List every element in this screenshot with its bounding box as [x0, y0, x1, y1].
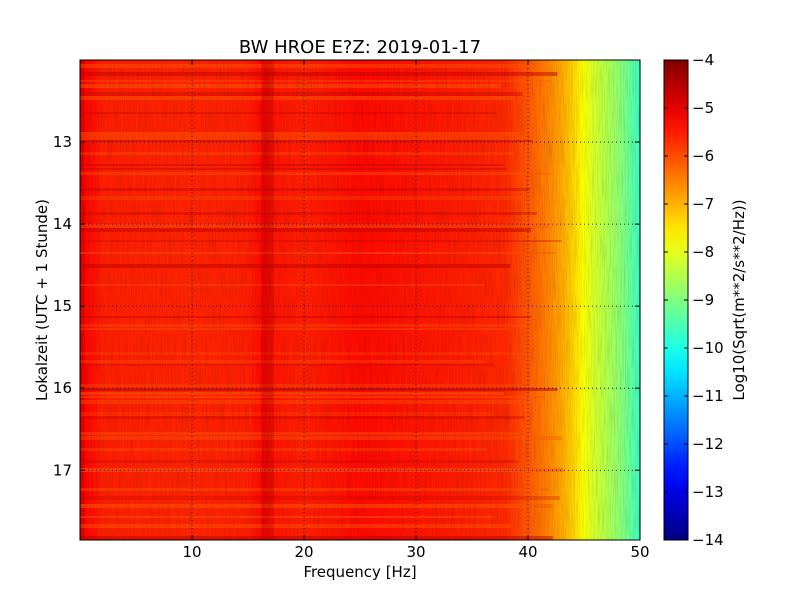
- colorbar-tick-label: −12: [692, 435, 724, 453]
- colorbar-tick-label: −4: [692, 51, 714, 69]
- x-tick-label: 10: [182, 543, 201, 561]
- colorbar-tick-label: −8: [692, 243, 714, 261]
- colorbar-tick-label: −7: [692, 195, 714, 213]
- colorbar-tick-label: −11: [692, 387, 724, 405]
- y-axis-label: Lokalzeit (UTC + 1 Stunde): [33, 199, 51, 401]
- plot-frame: [79, 59, 641, 541]
- x-tick-label: 50: [630, 543, 649, 561]
- colorbar-tick-label: −6: [692, 147, 714, 165]
- x-tick-label: 20: [294, 543, 313, 561]
- colorbar-tick-label: −9: [692, 291, 714, 309]
- y-tick-label: 17: [53, 461, 72, 479]
- y-tick-label: 13: [53, 133, 72, 151]
- y-axis-ticks: 13 14 15 16 17: [53, 133, 640, 479]
- x-axis-label: Frequency [Hz]: [303, 563, 416, 581]
- x-tick-label: 40: [518, 543, 537, 561]
- colorbar-tick-label: −14: [692, 531, 724, 549]
- y-tick-label: 14: [53, 215, 72, 233]
- plot-area: 10 20 30 40 50 13 14 15 16 17: [53, 59, 650, 561]
- colorbar-tick-label: −5: [692, 99, 714, 117]
- colorbar: −4 −5 −6 −7 −8 −9 −10 −11 −12 −13 −14 Log10(Sqrt(m…: [663, 51, 748, 549]
- x-axis-ticks: 10 20 30 40 50: [182, 60, 650, 561]
- grid-lines: [80, 60, 640, 540]
- colorbar-ticks: −4 −5 −6 −7 −8 −9 −10 −11 −12 −13 −14: [664, 51, 724, 549]
- chart-title: BW HROE E?Z: 2019-01-17: [239, 37, 481, 58]
- colorbar-label: Log10(Sqrt(m**2/s**2/Hz)): [730, 199, 748, 400]
- heatmap-texture: [80, 60, 640, 540]
- y-tick-label: 15: [53, 297, 72, 315]
- colorbar-tick-label: −13: [692, 483, 724, 501]
- colorbar-tick-label: −10: [692, 339, 724, 357]
- x-tick-label: 30: [406, 543, 425, 561]
- y-tick-label: 16: [53, 379, 72, 397]
